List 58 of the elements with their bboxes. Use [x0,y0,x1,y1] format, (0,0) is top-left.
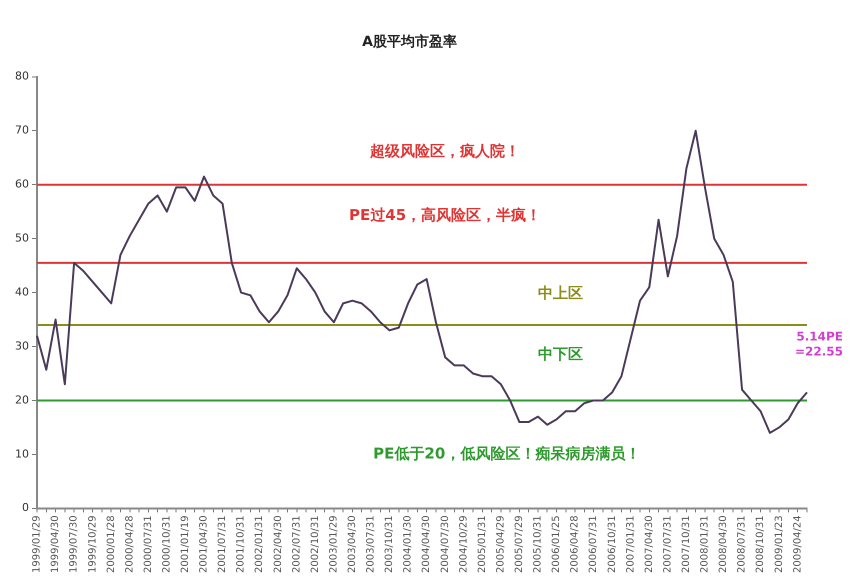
y-tick-label: 30 [14,339,29,352]
x-tick-label: 2003/01/29 [328,515,340,574]
x-tick-label: 2005/01/31 [476,515,488,574]
chart-title: A股平均市盈率 [362,33,457,50]
x-tick-label: 2009/01/23 [774,515,785,574]
x-tick-label: 2008/10/31 [755,515,766,574]
x-tick-label: 2002/01/31 [254,515,266,574]
x-tick-label: 2008/01/31 [700,515,711,574]
annotation: 5.14PE =22.55 [794,330,843,359]
x-tick-label: 2004/07/30 [440,515,451,574]
x-tick-label: 2007/01/31 [625,515,636,574]
annotation: PE低于20，低风险区！痴呆病房满员！ [373,444,640,462]
x-tick-label: 2001/01/19 [180,515,192,574]
y-tick-label: 70 [14,124,29,137]
x-tick-label: 1999/10/29 [87,515,98,574]
annotation: PE过45，高风险区，半疯！ [349,206,542,224]
y-tick-label: 50 [14,231,29,244]
x-tick-label: 2003/04/30 [347,515,358,574]
annotation: 中上区 [538,284,584,302]
x-tick-label: 2000/10/31 [161,515,172,574]
x-tick-label: 2002/07/31 [291,515,302,574]
x-tick-label: 2004/04/30 [421,515,432,574]
x-tick-label: 2001/10/31 [236,515,247,574]
x-tick-label: 2007/04/30 [644,515,655,574]
y-tick-label: 80 [14,70,29,83]
annotation: 超级风险区，疯人院！ [369,142,520,160]
x-tick-label: 2000/04/28 [124,515,136,574]
x-tick-label: 2006/01/25 [551,515,562,574]
x-tick-label: 2005/04/29 [495,515,506,574]
x-tick-label: 2006/07/31 [588,515,600,574]
x-tick-label: 2002/10/31 [310,515,321,574]
x-tick-label: 2004/10/29 [458,515,470,574]
x-tick-label: 1999/07/30 [68,515,80,574]
annotation: 中下区 [538,345,584,364]
x-tick-label: 2005/10/31 [532,515,544,574]
x-tick-label: 2006/10/31 [606,515,618,574]
x-tick-label: 2000/07/31 [142,515,154,574]
x-tick-label: 1999/01/29 [32,515,43,574]
x-tick-label: 2000/01/28 [106,515,117,574]
x-tick-label: 2005/07/29 [514,515,525,574]
x-tick-label: 2007/10/31 [680,515,692,574]
x-tick-label: 2008/04/30 [718,515,730,574]
y-tick-label: 40 [14,285,29,298]
x-tick-label: 1999/04/30 [50,515,62,574]
x-tick-label: 2007/07/31 [662,515,674,574]
x-tick-label: 2001/07/31 [217,515,228,574]
y-tick-label: 60 [14,178,29,191]
y-tick-label: 20 [14,393,29,406]
x-tick-label: 2009/04/24 [792,515,804,574]
x-tick-label: 2002/04/30 [272,515,284,574]
x-tick-label: 2003/10/31 [384,515,396,574]
x-tick-label: 2003/07/31 [366,515,377,574]
y-tick-label: 10 [14,447,29,460]
x-tick-label: 2006/04/28 [570,515,581,574]
y-tick-label: 0 [22,501,29,514]
x-tick-label: 2008/07/31 [736,515,748,574]
x-tick-label: 2001/04/30 [198,515,210,574]
x-tick-label: 2004/01/30 [402,515,414,574]
